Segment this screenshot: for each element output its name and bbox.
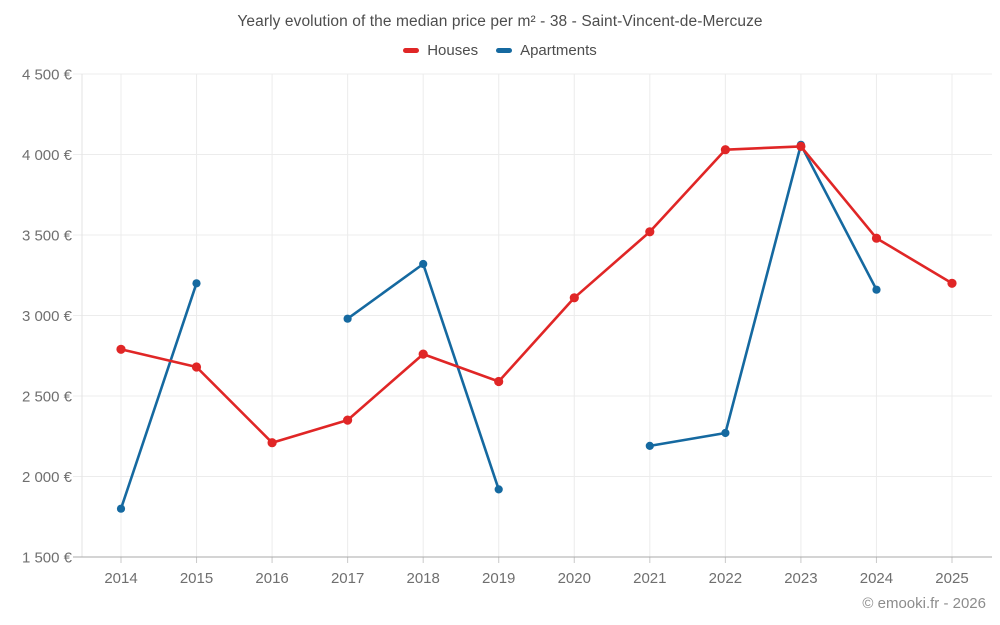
- x-tick-label: 2014: [104, 570, 137, 587]
- y-tick-label: 4 000 €: [22, 147, 73, 164]
- houses-point-2015[interactable]: [191, 362, 202, 372]
- apartments-swatch-icon: [496, 48, 513, 53]
- apartments-point-2022[interactable]: [721, 428, 730, 438]
- apartments-point-2018[interactable]: [419, 259, 428, 269]
- houses-point-2025[interactable]: [947, 278, 957, 288]
- y-tick-label: 2 000 €: [22, 469, 73, 486]
- y-tick-label: 2 500 €: [22, 389, 73, 406]
- chart-title: Yearly evolution of the median price per…: [237, 13, 763, 30]
- legend-label-apartments: Apartments: [520, 42, 597, 59]
- y-tick-label: 3 500 €: [22, 228, 73, 245]
- legend-item-houses[interactable]: Houses: [403, 42, 478, 59]
- apartments-point-2017[interactable]: [343, 314, 352, 323]
- x-tick-label: 2024: [860, 570, 893, 587]
- houses-line: [119, 145, 954, 444]
- x-tick-label: 2015: [180, 570, 213, 587]
- y-tick-label: 4 500 €: [22, 67, 73, 84]
- houses-point-2018[interactable]: [418, 349, 428, 359]
- apartments-point-2021[interactable]: [645, 441, 654, 450]
- chart-header: Yearly evolution of the median price per…: [0, 0, 1000, 59]
- houses-point-2021[interactable]: [645, 227, 655, 237]
- chart-legend: Houses Apartments: [403, 42, 597, 59]
- houses-point-2017[interactable]: [343, 415, 353, 425]
- x-tick-label: 2016: [255, 570, 288, 587]
- x-tick-label: 2020: [558, 570, 591, 587]
- houses-point-2019[interactable]: [494, 376, 504, 387]
- x-tick-label: 2022: [709, 570, 742, 587]
- x-tick-label: 2023: [784, 570, 817, 587]
- copyright-credit: © emooki.fr - 2026: [862, 595, 986, 612]
- apartments-point-2024[interactable]: [872, 285, 881, 294]
- houses-point-2014[interactable]: [116, 344, 126, 354]
- houses-point-2020[interactable]: [569, 293, 579, 303]
- apartments-point-2014[interactable]: [116, 504, 126, 513]
- houses-swatch-icon: [403, 48, 420, 53]
- x-tick-label: 2017: [331, 570, 364, 587]
- apartments-point-2019[interactable]: [494, 485, 503, 494]
- y-tick-label: 3 000 €: [22, 308, 73, 325]
- legend-label-houses: Houses: [427, 42, 479, 59]
- x-tick-label: 2021: [633, 570, 666, 587]
- x-tick-label: 2018: [406, 570, 439, 587]
- houses-point-2016[interactable]: [267, 438, 277, 448]
- y-tick-label: 1 500 €: [22, 550, 73, 567]
- apartments-point-2015[interactable]: [192, 279, 201, 288]
- x-tick-label: 2025: [935, 570, 968, 587]
- houses-point-2024[interactable]: [871, 233, 882, 243]
- houses-point-2022[interactable]: [720, 145, 731, 155]
- x-tick-label: 2019: [482, 570, 515, 587]
- houses-point-2023[interactable]: [796, 141, 806, 151]
- legend-item-apartments[interactable]: Apartments: [496, 42, 597, 59]
